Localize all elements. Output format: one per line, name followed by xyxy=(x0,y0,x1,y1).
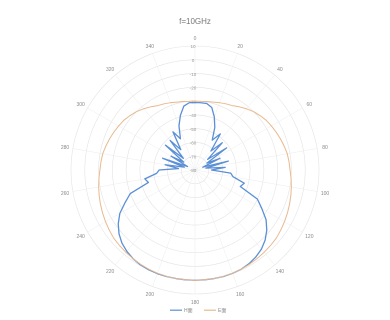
angle-tick-label-17: 340 xyxy=(146,44,155,50)
angle-tick-label-14: 280 xyxy=(61,145,70,151)
angle-tick-label-0: 0 xyxy=(194,36,197,42)
grid-spoke-16 xyxy=(115,74,196,171)
radial-tick-label-6: -50 xyxy=(190,127,197,132)
angle-tick-label-3: 60 xyxy=(307,102,313,108)
radial-tick-label-8: -70 xyxy=(190,154,197,159)
chart-title: f=10GHz xyxy=(179,17,211,26)
grid-spoke-1 xyxy=(194,53,238,171)
angle-tick-label-8: 160 xyxy=(236,292,245,298)
angle-tick-label-2: 40 xyxy=(277,67,283,73)
angle-tick-label-6: 120 xyxy=(305,234,314,240)
grid-spoke-10 xyxy=(152,169,196,287)
polar-grid xyxy=(70,45,320,295)
angle-tick-label-5: 100 xyxy=(321,191,330,197)
series-lines xyxy=(98,100,292,281)
radial-tick-label-0: 10 xyxy=(190,44,196,49)
angle-tick-label-10: 200 xyxy=(146,292,155,298)
grid-spoke-8 xyxy=(194,169,238,287)
angle-tick-label-16: 320 xyxy=(106,67,115,73)
grid-spoke-17 xyxy=(152,53,196,171)
legend-label-0: H面 xyxy=(184,308,193,314)
angle-tick-label-9: 180 xyxy=(191,300,200,306)
grid-spoke-13 xyxy=(72,169,196,192)
series-line-1 xyxy=(98,100,292,281)
radial-tick-labels: 10 0 -10 -20 -30 -40 -50 -60 -70 -80 xyxy=(190,44,197,173)
angle-tick-labels: 0204060801001201401601802002202402602803… xyxy=(61,36,330,306)
grid-spoke-4 xyxy=(194,148,318,171)
radial-tick-label-2: -10 xyxy=(190,72,197,77)
angle-tick-label-7: 140 xyxy=(276,269,285,275)
grid-spoke-3 xyxy=(194,107,303,171)
radial-tick-label-9: -80 xyxy=(190,168,197,173)
grid-spoke-5 xyxy=(194,169,318,192)
radial-tick-label-5: -40 xyxy=(190,113,197,118)
legend: H面 E面 xyxy=(170,308,226,314)
radial-tick-label-3: -20 xyxy=(190,86,197,91)
grid-spoke-11 xyxy=(115,169,196,266)
grid-spoke-2 xyxy=(194,74,275,171)
angle-tick-label-1: 20 xyxy=(237,44,243,50)
radial-tick-label-7: -60 xyxy=(190,141,197,146)
angle-tick-label-4: 80 xyxy=(322,145,328,151)
angle-tick-label-11: 220 xyxy=(106,269,115,275)
radial-tick-label-4: -30 xyxy=(190,99,197,104)
angle-tick-label-13: 260 xyxy=(61,191,70,197)
radial-tick-label-1: 0 xyxy=(192,58,195,63)
legend-label-1: E面 xyxy=(218,308,226,314)
angle-tick-label-15: 300 xyxy=(77,102,86,108)
angle-tick-label-12: 240 xyxy=(77,234,86,240)
